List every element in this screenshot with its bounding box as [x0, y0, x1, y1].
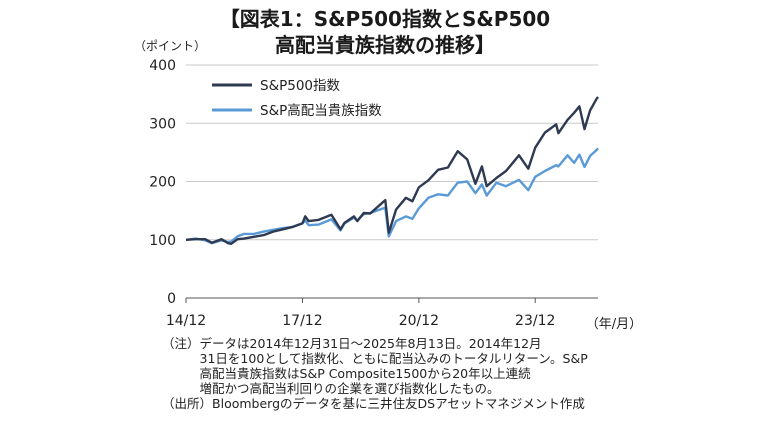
source-text: Bloombergのデータを基に三井住友DSアセットマネジメント作成: [212, 396, 585, 411]
x-tick-label: 20/12: [399, 313, 439, 329]
source-tag: （出所）: [162, 396, 213, 411]
note-row: （注） データは2014年12月31日～2025年8月13日。2014年12月 …: [162, 336, 588, 396]
line-chart: 0 100 200 300 400 14/12 17/12 20/12 23/12 （ポイント） （…: [134, 39, 642, 332]
x-tick-label: 17/12: [282, 313, 322, 329]
x-axis-label: （年/月）: [586, 317, 642, 332]
note-text: データは2014年12月31日～2025年8月13日。2014年12月 31日を…: [199, 336, 588, 396]
y-tick-label: 300: [149, 116, 176, 132]
y-tick-label: 200: [149, 175, 176, 191]
y-axis-label: （ポイント）: [134, 39, 206, 53]
source-row: （出所） Bloombergのデータを基に三井住友DSアセットマネジメント作成: [162, 396, 588, 411]
x-tick-label: 14/12: [166, 313, 206, 329]
legend-label: S&P500指数: [260, 78, 341, 94]
y-tick-label: 0: [167, 291, 176, 307]
y-tick-label: 100: [149, 233, 176, 249]
x-tick-label: 23/12: [515, 313, 555, 329]
note-tag: （注）: [162, 336, 200, 351]
chart-title-line1: 【図表1：S&P500指数とS&P500: [219, 7, 551, 31]
y-tick-label: 400: [149, 58, 176, 74]
series-line-sp500: [185, 96, 599, 245]
series-line-high-dividend-aristocrats: [185, 147, 599, 245]
chart-title-line2: 高配当貴族指数の推移】: [275, 33, 495, 57]
legend-label: S&P高配当貴族指数: [260, 102, 382, 119]
chart-notes: （注） データは2014年12月31日～2025年8月13日。2014年12月 …: [162, 336, 588, 411]
